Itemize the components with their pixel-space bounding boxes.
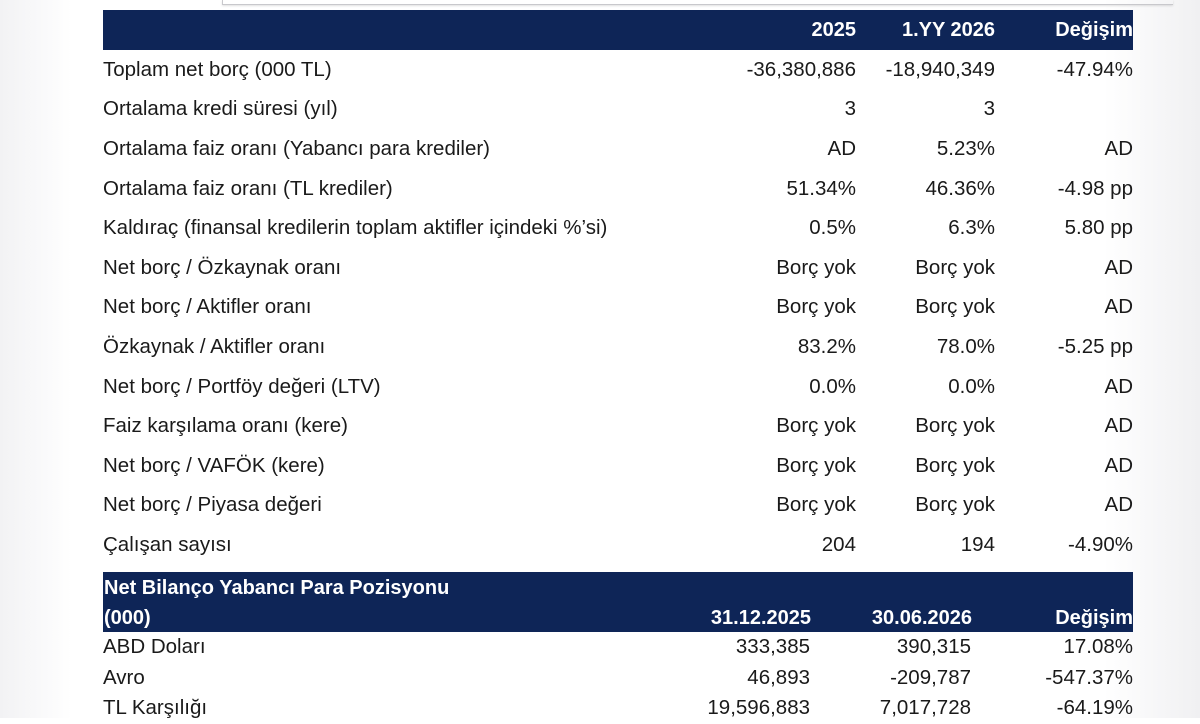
value-2025: Borç yok <box>776 295 856 319</box>
value-2025: -36,380,886 <box>746 57 856 81</box>
value-2025: 0.5% <box>809 216 856 240</box>
value-change: -4.98 pp <box>1057 176 1133 200</box>
value-change: -547.37% <box>1045 665 1133 689</box>
value-30-06-2026: 7,017,728 <box>879 696 971 720</box>
table-row: Avro 46,893 -209,787 -547.37% <box>103 663 1133 694</box>
row-label: Net borç / Portföy değeri (LTV) <box>103 374 381 398</box>
table-body: Toplam net borç (000 TL) -36,380,886 -18,9… <box>103 50 1133 565</box>
row-label: Net borç / Piyasa değeri <box>103 493 322 517</box>
value-2025: 51.34% <box>786 176 856 200</box>
value-2026: Borç yok <box>915 255 995 279</box>
row-label: TL Karşılığı <box>103 696 208 720</box>
fx-table-body: ABD Doları 333,385 390,315 17.08% Avro 46,893… <box>103 632 1133 724</box>
value-2025: 0.0% <box>809 374 856 398</box>
value-change: AD <box>1104 255 1133 279</box>
value-change: AD <box>1104 295 1133 319</box>
table-row: Ortalama faiz oranı (TL krediler) 51.34% 4… <box>103 169 1133 209</box>
value-2026: Borç yok <box>915 493 995 517</box>
value-2026: 5.23% <box>936 136 995 160</box>
value-2026: 3 <box>983 97 995 121</box>
value-2025: AD <box>827 136 856 160</box>
window-frame-edge <box>222 0 1173 5</box>
table-row: ABD Doları 333,385 390,315 17.08% <box>103 632 1133 663</box>
table-row: Net borç / VAFÖK (kere) Borç yok Borç yok A… <box>103 446 1133 486</box>
header-change: Değişim <box>1055 18 1133 41</box>
table-row: Faiz karşılama oranı (kere) Borç yok Borç … <box>103 406 1133 446</box>
table-row: Net borç / Piyasa değeri Borç yok Borç yok… <box>103 486 1133 526</box>
value-30-06-2026: -209,787 <box>890 665 971 689</box>
value-change: 17.08% <box>1063 635 1133 659</box>
fx-table-title: Net Bilanço Yabancı Para Pozisyonu <box>104 577 450 599</box>
value-2025: Borç yok <box>776 493 856 517</box>
row-label: Avro <box>103 665 145 689</box>
value-2025: Borç yok <box>776 255 856 279</box>
fx-position-table: Net Bilanço Yabancı Para Pozisyonu (000)… <box>103 572 1133 724</box>
value-2026: 78.0% <box>936 334 995 358</box>
value-2026: Borç yok <box>915 414 995 438</box>
table-row: Kaldıraç (finansal kredilerin toplam akt… <box>103 208 1133 248</box>
value-2026: 0.0% <box>948 374 995 398</box>
row-label: ABD Doları <box>103 635 206 659</box>
row-label: Net borç / Aktifler oranı <box>103 295 312 319</box>
value-change: -64.19% <box>1056 696 1133 720</box>
value-2025: 83.2% <box>797 334 856 358</box>
value-30-06-2026: 390,315 <box>896 635 971 659</box>
fx-table-unit: (000) <box>104 607 151 629</box>
value-change: -4.90% <box>1068 532 1133 556</box>
fx-table-header: Net Bilanço Yabancı Para Pozisyonu (000)… <box>103 572 1133 632</box>
table-row: Net borç / Özkaynak oranı Borç yok Borç yo… <box>103 248 1133 288</box>
row-label: Ortalama faiz oranı (TL krediler) <box>103 176 393 200</box>
row-label: Net borç / Özkaynak oranı <box>103 255 342 279</box>
table-row: Net borç / Aktifler oranı Borç yok Borç yo… <box>103 288 1133 328</box>
value-change: AD <box>1104 493 1133 517</box>
row-label: Faiz karşılama oranı (kere) <box>103 414 348 438</box>
value-2026: 6.3% <box>948 216 995 240</box>
header-30-06-2026: 30.06.2026 <box>871 607 972 629</box>
value-change: 5.80 pp <box>1064 216 1133 240</box>
table-row: Toplam net borç (000 TL) -36,380,886 -18,9… <box>103 50 1133 90</box>
debt-metrics-table: 2025 1.YY 2026 Değişim Toplam net borç (… <box>103 10 1133 565</box>
value-2025: 3 <box>844 97 856 121</box>
value-2025: Borç yok <box>776 453 856 477</box>
value-change: AD <box>1104 453 1133 477</box>
table-row: Net borç / Portföy değeri (LTV) 0.0% 0.0% A… <box>103 367 1133 407</box>
row-label: Özkaynak / Aktifler oranı <box>103 334 326 358</box>
value-2026: Borç yok <box>915 453 995 477</box>
table-row: TL Karşılığı 19,596,883 7,017,728 -64.19% <box>103 693 1133 724</box>
value-2026: -18,940,349 <box>885 57 995 81</box>
value-change: -47.94% <box>1056 57 1133 81</box>
table-header: 2025 1.YY 2026 Değişim <box>103 10 1133 50</box>
header-2025: 2025 <box>811 18 857 41</box>
value-2026: Borç yok <box>915 295 995 319</box>
table-row: Çalışan sayısı 204 194 -4.90% <box>103 525 1133 565</box>
value-2026: 194 <box>960 532 995 556</box>
row-label: Kaldıraç (finansal kredilerin toplam akt… <box>103 216 608 240</box>
row-label: Ortalama kredi süresi (yıl) <box>103 97 338 121</box>
value-2025: 204 <box>821 532 856 556</box>
value-31-12-2025: 19,596,883 <box>707 696 810 720</box>
table-row: Ortalama kredi süresi (yıl) 3 3 <box>103 90 1133 130</box>
value-change: AD <box>1104 136 1133 160</box>
table-row: Ortalama faiz oranı (Yabancı para kredil… <box>103 129 1133 169</box>
value-change: AD <box>1104 414 1133 438</box>
value-31-12-2025: 46,893 <box>747 665 810 689</box>
header-change: Değişim <box>1055 607 1133 629</box>
value-change: AD <box>1104 374 1133 398</box>
row-label: Net borç / VAFÖK (kere) <box>103 453 325 477</box>
value-2025: Borç yok <box>776 414 856 438</box>
header-31-12-2025: 31.12.2025 <box>710 607 811 629</box>
value-change: -5.25 pp <box>1057 334 1133 358</box>
value-31-12-2025: 333,385 <box>735 635 810 659</box>
value-2026: 46.36% <box>925 176 995 200</box>
table-row: Özkaynak / Aktifler oranı 83.2% 78.0% -5.25… <box>103 327 1133 367</box>
row-label: Ortalama faiz oranı (Yabancı para kredil… <box>103 136 491 160</box>
row-label: Çalışan sayısı <box>103 532 232 556</box>
row-label: Toplam net borç (000 TL) <box>103 57 332 81</box>
header-1yy-2026: 1.YY 2026 <box>901 18 995 41</box>
